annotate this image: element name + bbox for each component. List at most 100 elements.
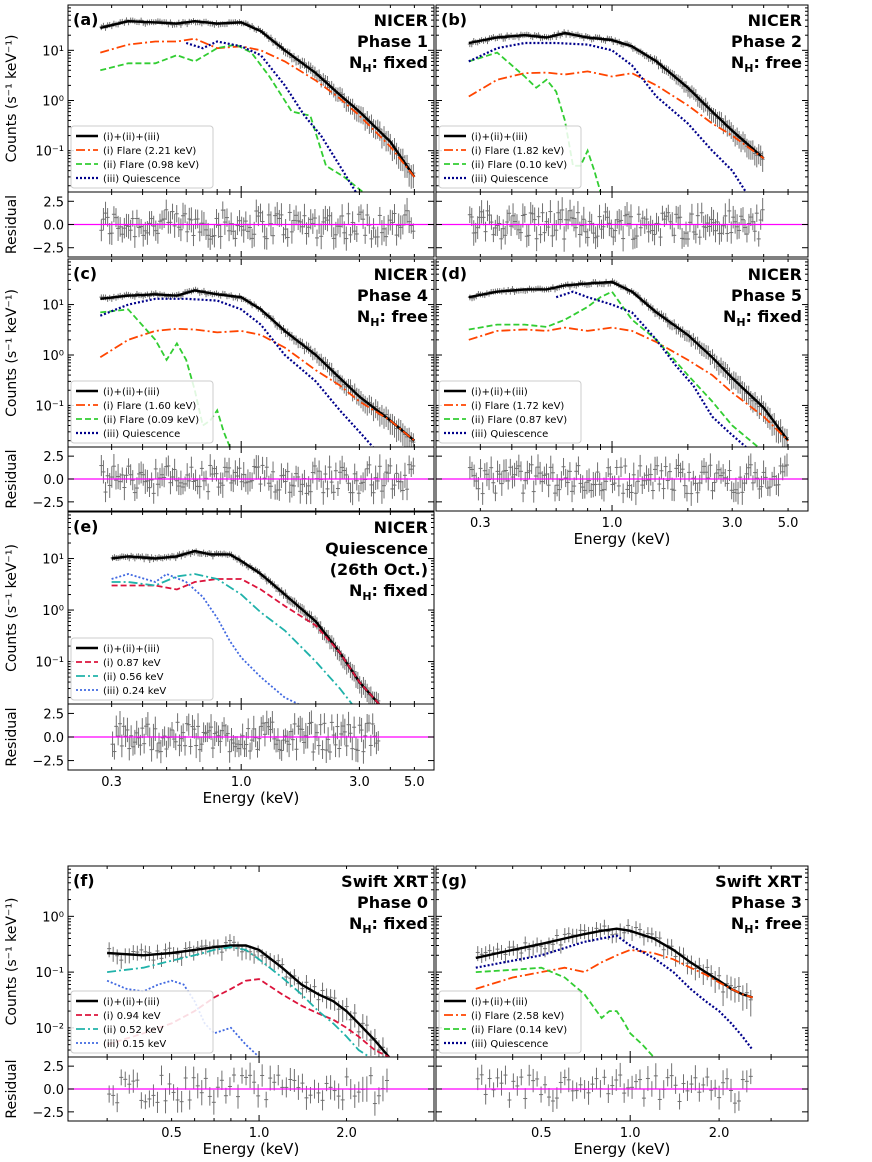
nh-symbol: N	[731, 914, 744, 933]
residual-axis-label: Residual	[4, 707, 20, 766]
panel-title-line: NICER	[748, 11, 802, 30]
panel-title-line: Swift XRT	[341, 872, 428, 891]
panel-title-line: Phase 0	[357, 893, 428, 912]
legend-label: (iii) Quiescence	[471, 429, 548, 440]
panel-title-line: NICER	[374, 11, 428, 30]
series-line-f-3	[106, 979, 260, 1057]
y-axis-label: Counts (s⁻¹ keV⁻¹)	[4, 898, 20, 1026]
nh-label: NH: free	[731, 914, 802, 936]
nh-label: NH: fixed	[349, 914, 428, 936]
legend-label: (i) Flare (1.82 keV)	[471, 146, 564, 157]
nh-symbol: N	[357, 307, 370, 326]
nh-subscript: H	[744, 62, 753, 75]
legend-label: (i) 0.87 keV	[103, 658, 161, 669]
panel-letter: (c)	[73, 264, 97, 283]
y-tick-label: 10⁻¹	[35, 145, 64, 160]
legend-a: (i)+(ii)+(iii) (i) Flare (2.21 keV) (ii) F…	[70, 125, 214, 189]
series-line-c-1	[99, 327, 415, 442]
legend-label: (iii) Quiescence	[103, 429, 180, 440]
nh-label: NH: fixed	[349, 581, 428, 603]
y-tick-label: 10⁻¹	[35, 966, 64, 981]
x-tick-label: 3.0	[349, 775, 370, 790]
series-line-g-1	[475, 948, 753, 999]
panel-title-line: NICER	[374, 265, 428, 284]
panel-letter: (g)	[441, 871, 467, 890]
legend-e: (i)+(ii)+(iii) (i) 0.87 keV (ii) 0.56 keV (…	[70, 637, 214, 701]
nh-label: NH: fixed	[349, 53, 428, 75]
panel-e: 10¹ 10⁰ 10⁻¹ 2.5 0.0 −2.5 0.3 1.0 3.0 5.0 Counts (…	[4, 511, 435, 807]
legend-label: (i)+(ii)+(iii)	[471, 997, 528, 1008]
legend-box	[438, 125, 582, 189]
nh-subscript: H	[370, 316, 379, 329]
nh-value: : free	[379, 307, 428, 326]
panel-title-line: Quiescence	[325, 539, 428, 558]
residual-points-e	[110, 710, 381, 764]
panel-title-line: Phase 2	[731, 32, 802, 51]
panel-title-line: NICER	[748, 265, 802, 284]
legend-f: (i)+(ii)+(iii) (i) 0.94 keV (ii) 0.52 keV (…	[70, 990, 214, 1054]
legend-label: (i)+(ii)+(iii)	[103, 132, 160, 143]
y-tick-label: 10⁻¹	[35, 656, 64, 671]
legend-label: (i) 0.94 keV	[103, 1011, 161, 1022]
series-line-c-0	[100, 289, 416, 442]
x-axis-label: Energy (keV)	[203, 789, 300, 807]
nh-symbol: N	[723, 307, 736, 326]
legend-label: (i)+(ii)+(iii)	[471, 132, 528, 143]
panel-letter: (a)	[73, 10, 98, 29]
y-tick-label: 10⁻¹	[35, 399, 64, 414]
legend-label: (iii) 0.24 keV	[103, 686, 166, 697]
resid-tick-label: 0.0	[43, 1083, 64, 1098]
series-line-d-1	[468, 326, 789, 442]
x-axis-label: Energy (keV)	[203, 1140, 300, 1158]
series-line-e-3	[111, 572, 299, 704]
series-line-e-0	[111, 549, 380, 704]
series-line-a-1	[100, 37, 416, 178]
nh-label: NH: free	[357, 307, 428, 329]
series-line-a-2	[100, 43, 364, 192]
x-tick-label: 0.3	[470, 516, 491, 531]
series-line-b-1	[468, 70, 765, 160]
panel-title-line: (26th Oct.)	[330, 560, 428, 579]
nh-label: NH: free	[731, 53, 802, 75]
legend-box	[70, 990, 214, 1054]
nh-value: : free	[753, 53, 802, 72]
nh-subscript: H	[362, 62, 371, 75]
series-line-f-1	[106, 978, 390, 1057]
legend-box	[438, 990, 582, 1054]
y-tick-label: 10⁰	[42, 349, 64, 364]
panel-d: 0.3 1.0 3.0 5.0 Energy (keV) (d) NICER Phase 5 N…	[435, 258, 809, 548]
series-line-a-0	[100, 19, 416, 178]
x-tick-label: 0.5	[161, 1126, 182, 1141]
x-tick-label: 1.0	[602, 516, 623, 531]
y-tick-label: 10⁰	[42, 910, 64, 925]
legend-label: (i)+(ii)+(iii)	[103, 644, 160, 655]
panel-f: 10⁰ 10⁻¹ 10⁻² 2.5 0.0 −2.5 0.5 1.0 2.0 Counts (s⁻…	[4, 865, 435, 1158]
resid-tick-label: 0.0	[43, 473, 64, 488]
legend-box	[70, 380, 214, 444]
legend-label: (ii) Flare (0.87 keV)	[471, 415, 567, 426]
panel-title-line: Phase 1	[357, 32, 428, 51]
legend-label: (iii) Quiescence	[471, 174, 548, 185]
residual-points-b	[467, 197, 765, 252]
nh-label: NH: fixed	[723, 307, 802, 329]
y-tick-label: 10⁰	[42, 604, 64, 619]
nh-value: : fixed	[372, 53, 428, 72]
series-line-d-2	[468, 290, 759, 447]
legend-g: (i)+(ii)+(iii) (i) Flare (2.58 keV) (ii) F…	[438, 990, 582, 1054]
x-tick-label: 0.3	[101, 775, 122, 790]
nh-symbol: N	[731, 53, 744, 72]
resid-tick-label: 0.0	[43, 731, 64, 746]
resid-tick-label: 2.5	[43, 707, 64, 722]
nh-value: : free	[753, 914, 802, 933]
y-tick-label: 10¹	[42, 553, 64, 568]
legend-b: (i)+(ii)+(iii) (i) Flare (1.82 keV) (ii) F…	[438, 125, 582, 189]
series-line-d-3	[555, 290, 747, 447]
series-line-c-2	[100, 308, 231, 447]
panel-g: 0.5 1.0 2.0 Energy (keV) (g) Swift XRT Phase 3…	[435, 865, 809, 1158]
series-line-f-0	[107, 944, 390, 1057]
legend-label: (i) Flare (1.60 keV)	[103, 401, 196, 412]
panel-c: 10¹ 10⁰ 10⁻¹ 2.5 0.0 −2.5 Counts (s⁻¹ keV⁻¹) Re…	[4, 258, 435, 512]
resid-tick-label: −2.5	[32, 1106, 64, 1121]
